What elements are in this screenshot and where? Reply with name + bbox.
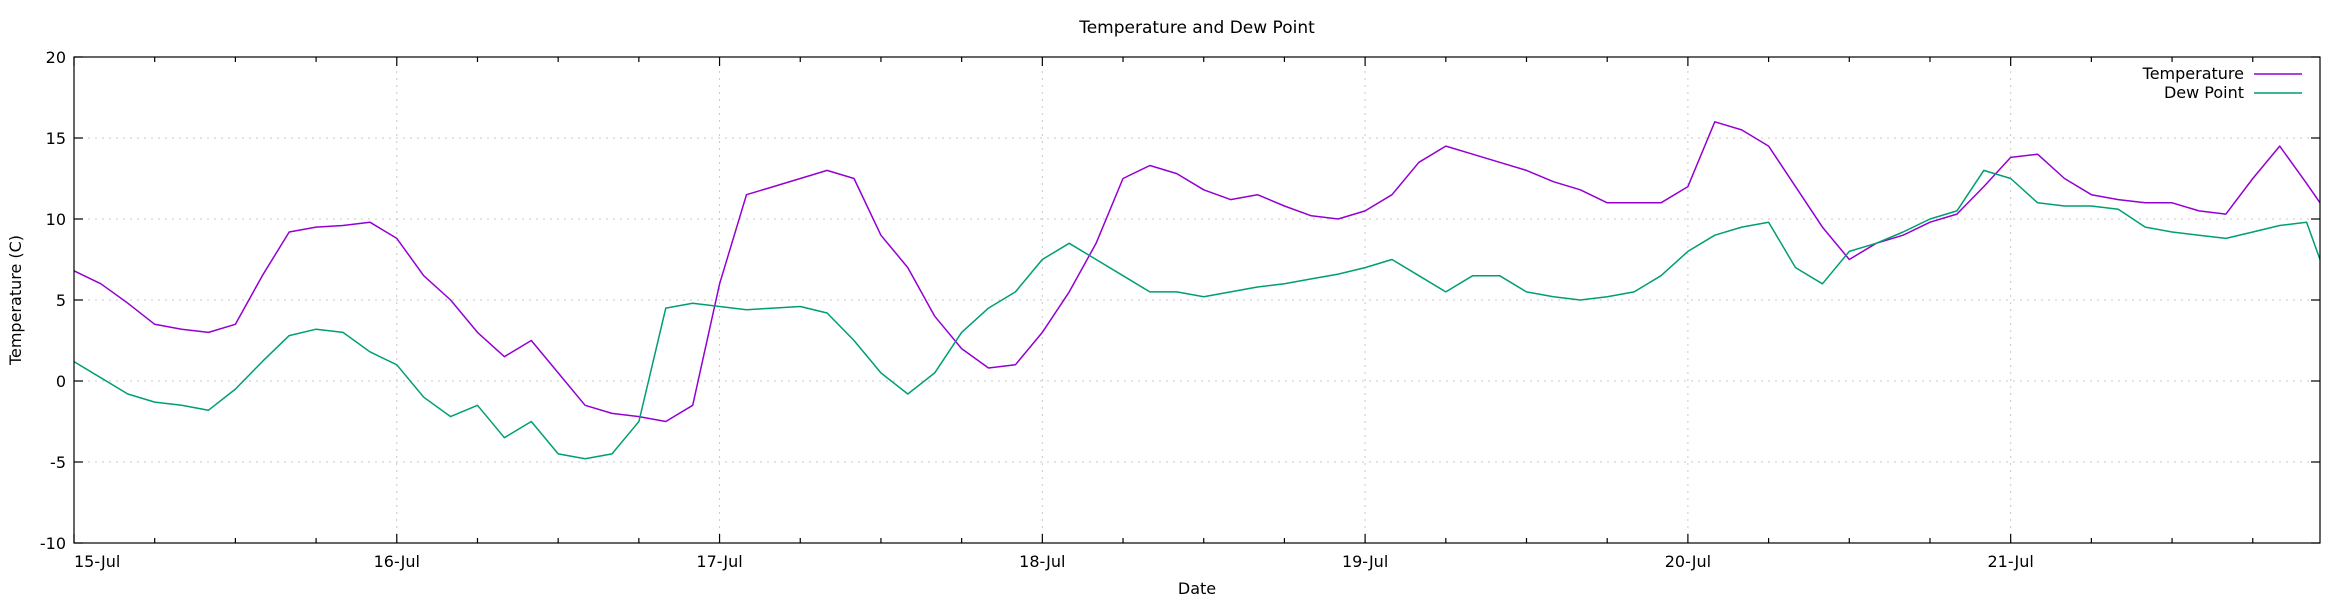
x-tick-label: 17-Jul xyxy=(696,552,742,571)
grid-lines xyxy=(74,56,2320,544)
series-lines xyxy=(73,121,2321,460)
x-tick-label: 21-Jul xyxy=(1988,552,2034,571)
y-tick-label: 20 xyxy=(46,48,66,67)
y-tick-label: 0 xyxy=(56,372,66,391)
y-tick-label: 10 xyxy=(46,210,66,229)
x-tick-label: 18-Jul xyxy=(1019,552,1065,571)
x-tick-label: 20-Jul xyxy=(1665,552,1711,571)
legend-label: Dew Point xyxy=(2164,83,2244,102)
series-line-temperature xyxy=(73,121,2321,423)
y-tick-label: 5 xyxy=(56,291,66,310)
x-tick-label: 15-Jul xyxy=(74,552,120,571)
x-tick-label: 16-Jul xyxy=(374,552,420,571)
series-line-dew-point xyxy=(73,169,2321,460)
y-tick-label: 15 xyxy=(46,129,66,148)
x-axis: 15-Jul 16-Jul 17-Jul 18-Jul 19-Jul 20-Jul 21-J… xyxy=(73,57,2254,571)
y-axis: -10 -5 0 5 10 15 20 xyxy=(40,48,2320,553)
x-tick-label: 19-Jul xyxy=(1342,552,1388,571)
legend-label: Temperature xyxy=(2142,64,2244,83)
chart-title: Temperature and Dew Point xyxy=(1078,18,1315,38)
x-axis-label: Date xyxy=(1178,579,1216,598)
y-tick-label: -10 xyxy=(40,534,66,553)
y-tick-label: -5 xyxy=(50,453,66,472)
y-axis-label: Temperature (C) xyxy=(6,235,25,366)
